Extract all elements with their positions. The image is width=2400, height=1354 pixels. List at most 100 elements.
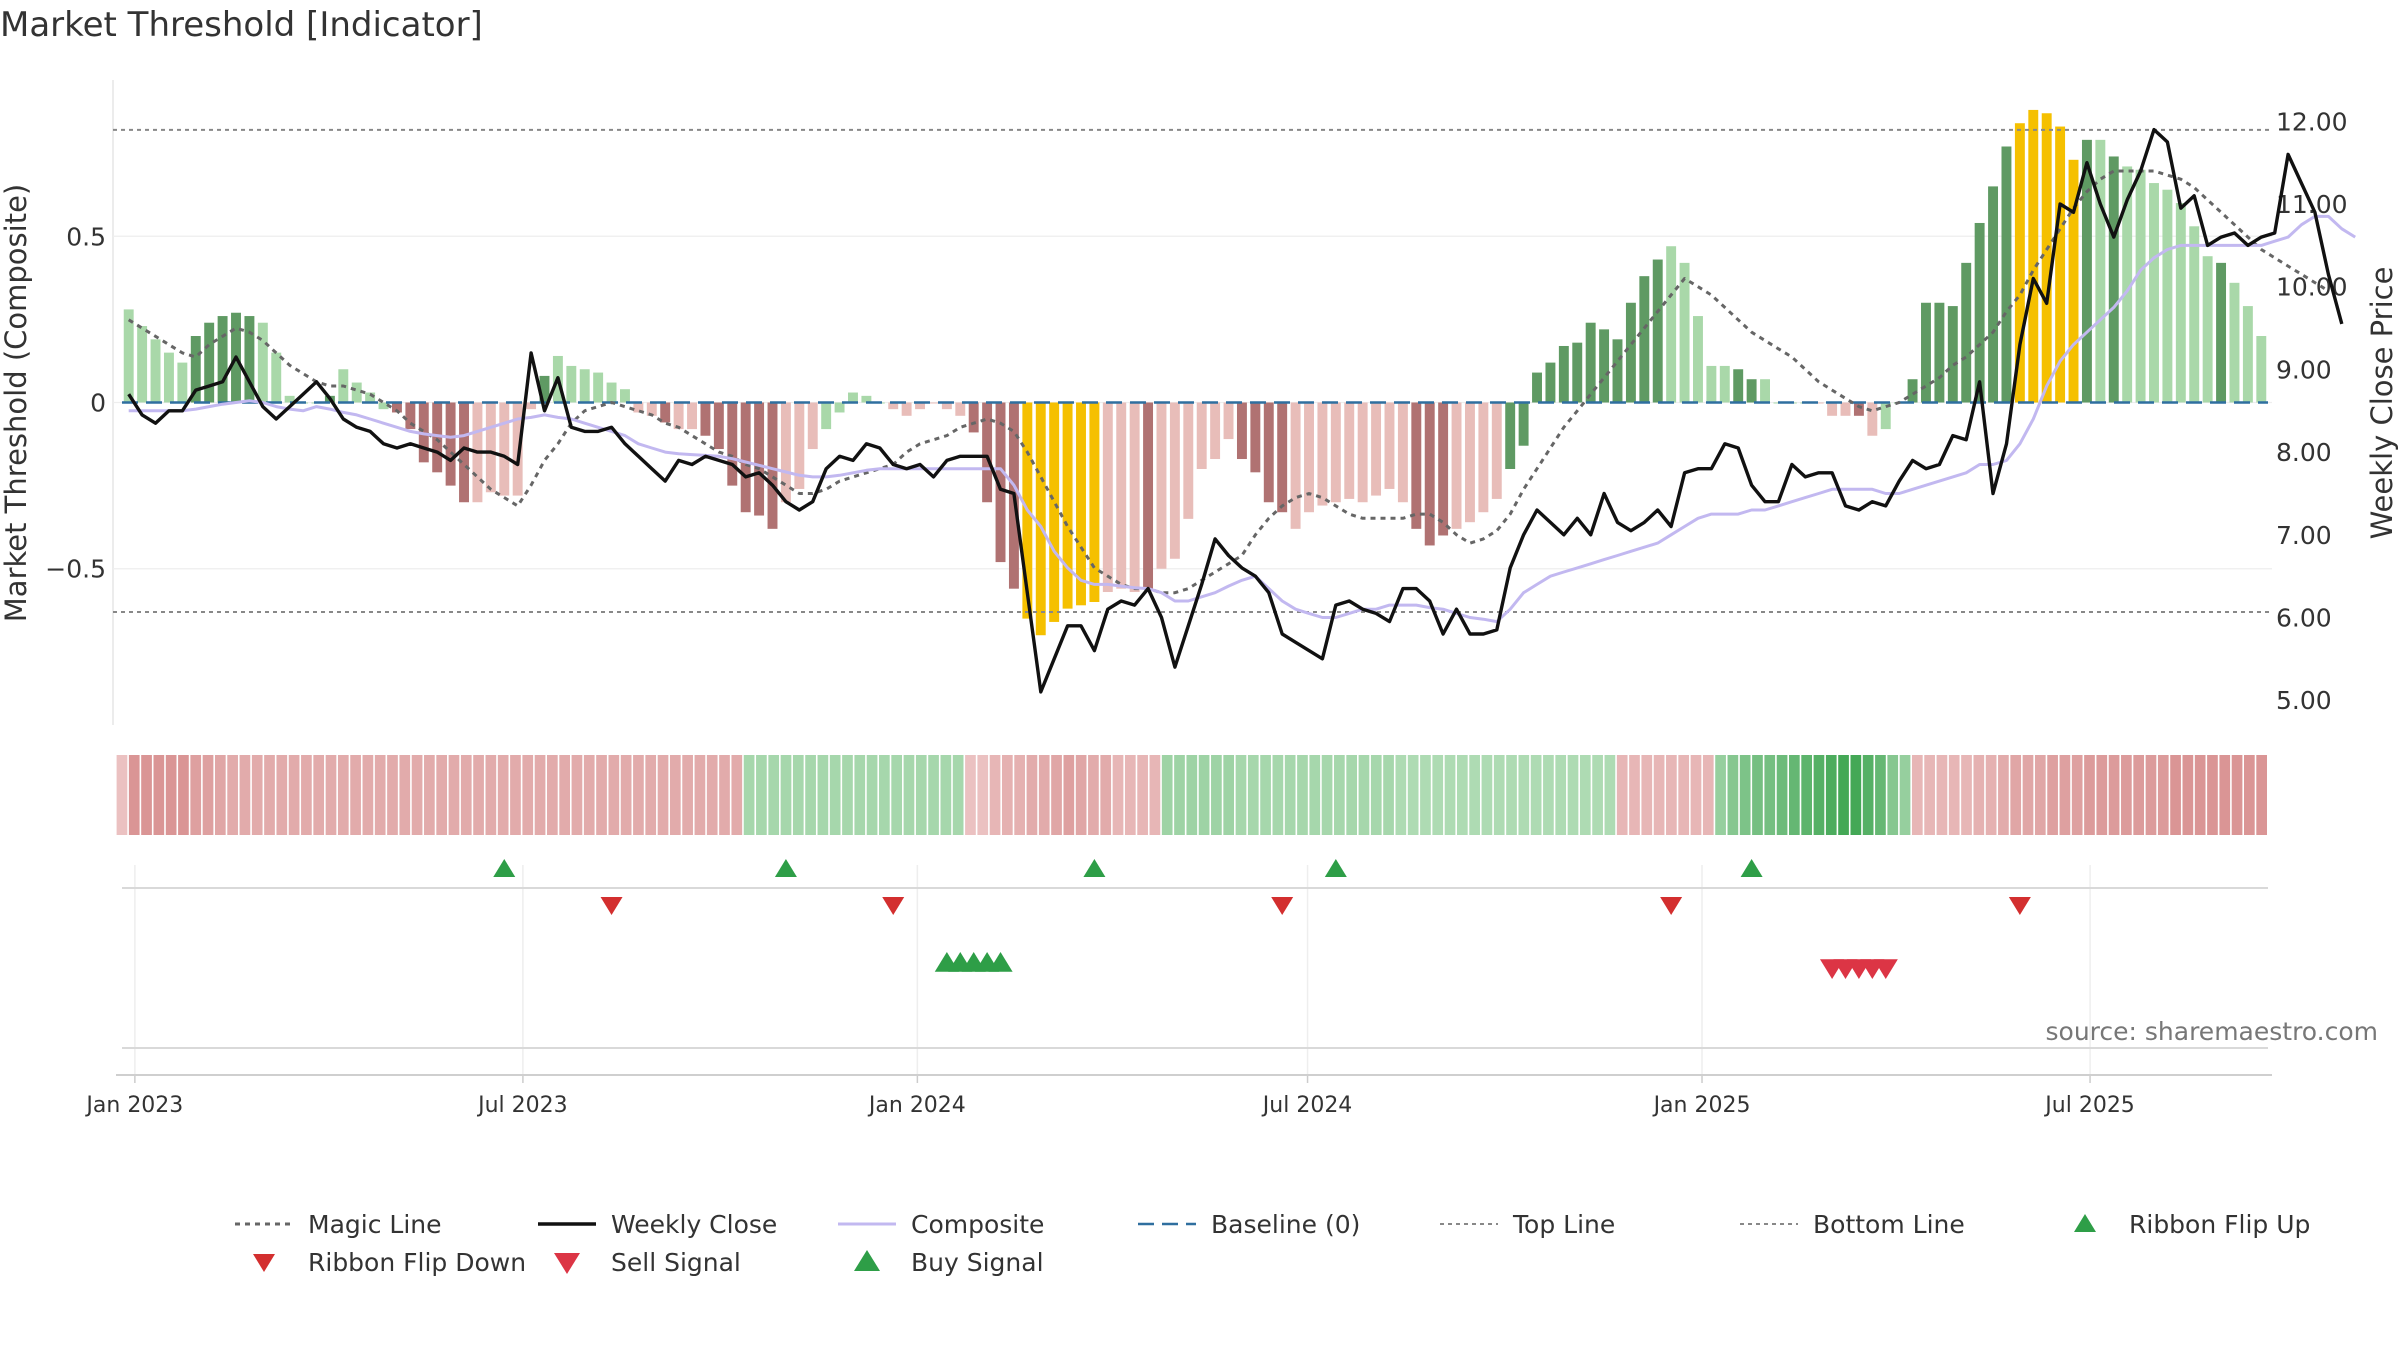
left-tick-label: 0: [90, 389, 106, 418]
composite-bar: [1236, 402, 1247, 460]
ribbon-cell: [1235, 755, 1247, 835]
ribbon-cell: [460, 755, 472, 835]
ribbon-cell: [1174, 755, 1185, 835]
ribbon-cell: [497, 755, 509, 835]
ribbon-cell: [805, 755, 816, 835]
composite-bar: [405, 402, 416, 430]
ribbon-cell: [547, 755, 558, 835]
composite-bar: [1907, 379, 1918, 403]
ribbon-cell: [1813, 755, 1825, 835]
composite-bar: [660, 402, 671, 423]
ribbon-cell: [1530, 755, 1542, 835]
ribbon-cell: [1432, 755, 1444, 835]
ribbon-cell: [2084, 755, 2095, 835]
legend-item-magic: Magic Line: [235, 1210, 442, 1239]
ribbon-cell: [2207, 755, 2218, 835]
ribbon-cell: [1629, 755, 1640, 835]
legend-label: Sell Signal: [611, 1248, 741, 1277]
ribbon-cell: [1481, 755, 1493, 835]
legend-label: Ribbon Flip Down: [308, 1248, 526, 1277]
ribbon-flip-up-marker: [1740, 859, 1763, 877]
ribbon-cell: [768, 755, 780, 835]
ribbon-cell: [1321, 755, 1333, 835]
ribbon-cell: [1604, 755, 1616, 835]
composite-bar: [2122, 166, 2133, 403]
x-tick-label: Jan 2023: [84, 1093, 183, 1118]
ribbon-cell: [2219, 755, 2231, 835]
ribbon-cell: [645, 755, 657, 835]
ribbon-cell: [2108, 755, 2120, 835]
x-tick-label: Jan 2024: [867, 1093, 966, 1118]
ribbon-cell: [178, 755, 189, 835]
ribbon-cell: [1456, 755, 1468, 835]
composite-bar: [1330, 402, 1341, 503]
ribbon-cell: [1678, 755, 1690, 835]
ribbon-cell: [1764, 755, 1776, 835]
ribbon-cell: [387, 755, 398, 835]
composite-bar: [1424, 402, 1435, 546]
ribbon-cell: [1666, 755, 1677, 835]
legend-item-sell: Sell Signal: [554, 1248, 741, 1277]
buy-signal-marker: [988, 952, 1013, 972]
composite-bar: [1156, 402, 1167, 569]
composite-bar: [2001, 146, 2012, 403]
ribbon-flip-up-marker: [774, 859, 797, 877]
ribbon-cell: [1801, 755, 1813, 835]
legend-swatch-flip-down: [253, 1254, 275, 1272]
composite-bar: [1129, 402, 1140, 593]
ribbon-cell: [485, 755, 497, 835]
composite-bar: [1612, 339, 1623, 403]
ribbon-cell: [1592, 755, 1603, 835]
composite-bar: [1625, 302, 1636, 403]
ribbon-cell: [399, 755, 411, 835]
ribbon-cell: [1838, 755, 1849, 835]
legend-item-buy: Buy Signal: [854, 1248, 1044, 1277]
right-tick-label: 9.00: [2276, 355, 2332, 384]
composite-bar: [2242, 306, 2253, 403]
composite-bar: [1733, 369, 1744, 403]
composite-bar: [1344, 402, 1355, 499]
ribbon-cell: [1875, 755, 1886, 835]
ribbon-cell: [473, 755, 484, 835]
ribbon-cell: [1223, 755, 1235, 835]
ribbon-cell: [952, 755, 964, 835]
composite-bar: [727, 402, 738, 486]
ribbon-cell: [2059, 755, 2071, 835]
composite-bar: [257, 322, 268, 403]
ribbon-cell: [362, 755, 374, 835]
composite-bar: [1438, 402, 1449, 536]
composite-bar: [1371, 402, 1382, 496]
composite-bar: [1853, 402, 1864, 416]
composite-bar: [740, 402, 751, 513]
ribbon-cell: [325, 755, 337, 835]
ribbon-cell: [1112, 755, 1124, 835]
composite-bar: [1411, 402, 1422, 529]
composite-bar: [1585, 322, 1596, 403]
ribbon-cell: [928, 755, 939, 835]
composite-bar: [901, 402, 912, 416]
ribbon-cell: [1469, 755, 1480, 835]
ribbon-flip-down-marker: [882, 897, 905, 915]
x-tick-label: Jul 2024: [1261, 1093, 1353, 1118]
composite-bar: [1277, 402, 1288, 513]
ribbon-cell: [1899, 755, 1911, 835]
legend-swatch-flip-up: [2074, 1214, 2096, 1232]
composite-bar: [579, 369, 590, 403]
ribbon-cell: [842, 755, 853, 835]
composite-bar: [2202, 256, 2213, 403]
ribbon-cell: [2034, 755, 2046, 835]
ribbon-cell: [1776, 755, 1788, 835]
ribbon-cell: [1026, 755, 1038, 835]
composite-bar: [1250, 402, 1261, 473]
composite-bar: [888, 402, 899, 410]
ribbon-cell: [1284, 755, 1296, 835]
ribbon-cell: [903, 755, 915, 835]
composite-bar: [1827, 402, 1838, 416]
composite-bar: [1639, 276, 1650, 403]
legend-item-flip_down: Ribbon Flip Down: [253, 1248, 526, 1277]
ribbon-cell: [854, 755, 866, 835]
ribbon-cell: [1825, 755, 1837, 835]
composite-bar: [606, 382, 617, 403]
ribbon-cell: [731, 755, 743, 835]
right-tick-label: 8.00: [2276, 438, 2332, 467]
